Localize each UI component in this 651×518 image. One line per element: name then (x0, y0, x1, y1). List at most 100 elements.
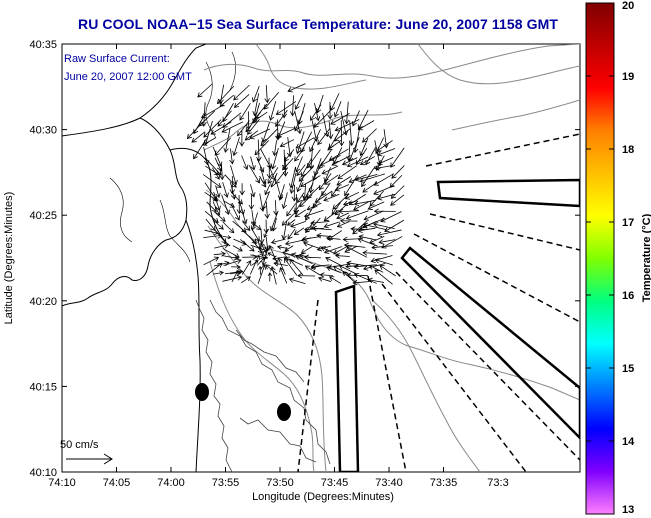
current-arrow (260, 128, 279, 147)
current-arrow (257, 264, 267, 284)
current-arrow (217, 110, 232, 127)
current-arrow (314, 190, 333, 203)
current-arrow (337, 165, 357, 180)
current-arrow (376, 148, 396, 157)
current-arrow (286, 137, 293, 158)
colorbar-tick-label: 19 (622, 71, 634, 83)
current-arrow (302, 241, 321, 250)
current-arrow (294, 111, 304, 132)
current-arrow (328, 148, 349, 161)
current-arrow (303, 254, 322, 260)
current-arrow (264, 184, 271, 196)
current-arrow (256, 158, 265, 173)
current-arrow (210, 121, 232, 135)
current-arrow (263, 229, 269, 239)
current-arrow (250, 212, 259, 231)
current-arrow (323, 193, 340, 202)
current-arrow (334, 184, 350, 192)
current-arrow (309, 104, 322, 121)
current-arrow (275, 101, 297, 115)
current-arrow (362, 222, 387, 231)
current-arrow (373, 173, 395, 186)
beam-outline-east (436, 178, 580, 208)
current-arrow (249, 128, 270, 140)
current-arrow (345, 210, 369, 220)
current-arrow (333, 128, 351, 142)
current-arrow (219, 94, 234, 107)
current-arrow (287, 83, 306, 93)
current-arrow (325, 256, 342, 266)
current-arrow (272, 140, 278, 157)
current-arrow (332, 193, 350, 210)
y-tick-label: 40:10 (29, 467, 57, 479)
current-arrow (236, 194, 243, 215)
x-tick-label: 73:45 (321, 477, 349, 489)
current-arrow (378, 239, 396, 245)
current-arrow (278, 184, 285, 201)
current-arrow (309, 129, 321, 153)
current-arrow (215, 185, 221, 198)
current-arrow (303, 182, 314, 202)
current-arrow (294, 209, 307, 218)
current-arrow (242, 221, 251, 232)
current-arrow (306, 202, 322, 211)
current-arrow (352, 279, 369, 286)
current-arrow (310, 263, 330, 269)
current-arrow (261, 122, 270, 143)
colorbar-tick-label: 20 (622, 0, 634, 12)
current-arrow (306, 185, 321, 199)
current-arrow (233, 94, 250, 108)
current-arrow (377, 156, 394, 166)
current-arrow (324, 174, 339, 185)
current-arrow (341, 157, 358, 166)
colorbar-ticks: 20 19 18 17 16 15 14 13 (586, 0, 635, 516)
x-tick-label: 74:05 (103, 477, 131, 489)
y-tick-label: 40:25 (29, 210, 57, 222)
current-arrow (260, 242, 268, 256)
current-arrow (229, 148, 235, 165)
current-arrow (374, 165, 393, 171)
current-arrow (294, 147, 305, 162)
current-arrow (321, 165, 339, 175)
current-arrow (359, 173, 386, 183)
current-arrow (248, 193, 255, 210)
current-arrow (299, 194, 313, 208)
current-arrow (239, 103, 251, 121)
current-arrow (317, 128, 331, 146)
current-arrow (344, 174, 358, 197)
current-arrow (297, 192, 305, 203)
current-arrow (286, 203, 297, 217)
current-arrow (389, 174, 403, 188)
y-axis-ticks: 40:35 40:30 40:25 40:20 40:15 40:10 (29, 39, 580, 479)
current-arrow (316, 245, 332, 252)
current-arrow (376, 140, 393, 152)
current-arrow (334, 119, 360, 132)
current-arrow (300, 158, 312, 178)
current-arrow (334, 201, 351, 216)
scale-label: 50 cm/s (60, 439, 99, 451)
current-arrow (233, 84, 250, 101)
colorbar-tick-label: 14 (622, 436, 635, 448)
current-arrow (240, 239, 255, 252)
current-arrow (376, 229, 402, 238)
current-arrow (346, 246, 368, 258)
current-arrow (284, 256, 303, 266)
current-arrow (279, 266, 288, 284)
current-arrow (281, 192, 288, 210)
current-arrow (353, 199, 377, 207)
x-axis-label: Longitude (Degrees:Minutes) (252, 491, 394, 503)
current-arrow (357, 237, 378, 247)
current-arrow (323, 221, 340, 229)
current-arrow (357, 227, 376, 233)
current-arrow (354, 174, 378, 182)
current-arrow (390, 147, 405, 168)
current-arrow (362, 250, 387, 256)
current-arrow (353, 201, 369, 211)
current-arrow (316, 94, 324, 114)
current-arrow (282, 158, 294, 171)
current-arrow (370, 255, 393, 264)
current-arrow (259, 175, 267, 188)
current-arrow (330, 93, 340, 111)
current-arrow (221, 194, 230, 216)
current-arrow (310, 220, 330, 226)
